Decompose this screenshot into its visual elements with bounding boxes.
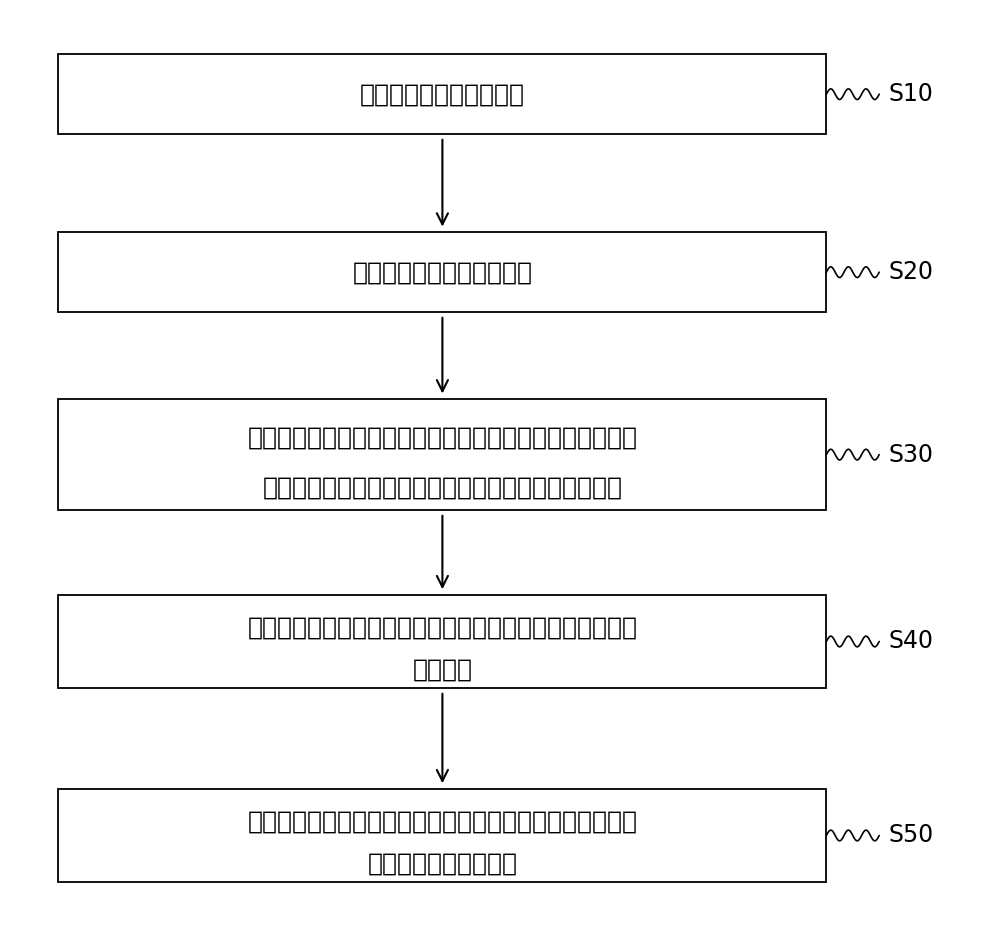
Text: S20: S20 [889,260,934,285]
Text: 推动第二注射器，将药剂注射到患者体内，同时观察造影和: 推动第二注射器，将药剂注射到患者体内，同时观察造影和 [247,425,637,450]
Text: 预设注射参数进行灌注: 预设注射参数进行灌注 [367,852,517,875]
Text: 启动注射组件，设定预设注射参数，以使得第一注射器按照: 启动注射组件，设定预设注射参数，以使得第一注射器按照 [247,809,637,833]
Text: 导管连通: 导管连通 [412,657,472,681]
Bar [58,399,826,510]
Text: 通过第二注射器吸取药剂: 通过第二注射器吸取药剂 [360,83,525,107]
Text: S30: S30 [889,442,934,466]
Text: S10: S10 [889,83,934,107]
Text: 显示组件，以选取其中一组注射参数作为预设注射参数: 显示组件，以选取其中一组注射参数作为预设注射参数 [262,476,622,500]
Text: 将第二注射器与微导管连通: 将第二注射器与微导管连通 [352,260,532,285]
Text: S50: S50 [889,823,934,847]
Text: S40: S40 [889,629,934,654]
Text: 选取后，将第二注射器与微导管断开，并将第一注射器与微: 选取后，将第二注射器与微导管断开，并将第一注射器与微 [247,616,637,640]
Bar [58,54,826,134]
Bar [58,595,826,688]
Bar [58,232,826,312]
Bar [58,789,826,883]
